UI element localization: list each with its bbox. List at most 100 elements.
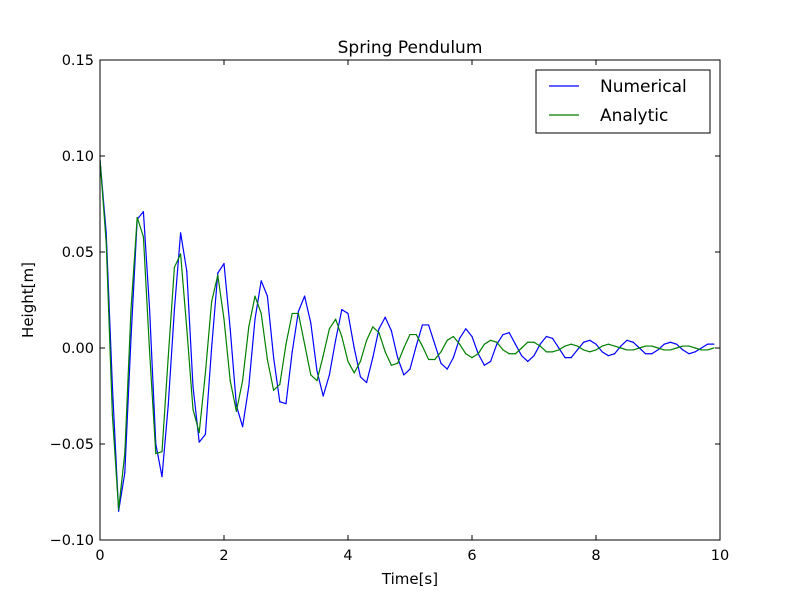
data-point-analytic (446, 339, 448, 341)
legend-label-numerical: Numerical (600, 77, 687, 97)
data-point-analytic (508, 353, 510, 355)
data-point-analytic (490, 339, 492, 341)
data-point-analytic (496, 341, 498, 343)
x-axis-label: Time[s] (381, 570, 438, 588)
data-point-analytic (459, 343, 461, 345)
data-point-analytic (384, 351, 386, 353)
data-point-numerical (242, 426, 244, 428)
data-point-analytic (105, 241, 107, 243)
data-point-numerical (192, 385, 194, 387)
legend: Numerical Analytic (535, 69, 711, 134)
data-point-numerical (142, 211, 144, 213)
series-line-analytic (100, 159, 714, 510)
data-point-analytic (570, 343, 572, 345)
data-point-numerical (676, 343, 678, 345)
data-point-analytic (421, 345, 423, 347)
data-point-analytic (353, 372, 355, 374)
data-point-numerical (366, 381, 368, 384)
data-point-numerical (502, 333, 504, 336)
data-point-numerical (403, 374, 405, 376)
x-tick-label: 2 (219, 548, 228, 564)
data-point-numerical (490, 360, 492, 363)
data-point-analytic (223, 318, 225, 320)
data-point-analytic (142, 236, 144, 238)
data-point-numerical (118, 510, 120, 512)
x-tick-label: 6 (467, 548, 476, 564)
data-point-analytic (242, 380, 244, 382)
data-point-analytic (539, 345, 541, 347)
data-point-numerical (415, 345, 417, 347)
data-point-numerical (260, 280, 262, 282)
data-point-analytic (533, 341, 535, 343)
data-point-analytic (304, 343, 306, 345)
data-point-numerical (558, 347, 560, 349)
data-point-analytic (217, 274, 219, 276)
data-point-numerical (353, 347, 355, 349)
data-point-analytic (285, 343, 287, 345)
data-point-numerical (459, 337, 461, 339)
data-point-analytic (595, 349, 597, 351)
data-point-analytic (638, 347, 641, 349)
data-point-analytic (434, 358, 436, 361)
data-point-numerical (614, 353, 616, 355)
data-point-analytic (700, 349, 703, 351)
series-line-numerical (100, 159, 714, 512)
data-point-numerical (211, 347, 213, 349)
series-analytic (100, 159, 715, 510)
data-point-analytic (173, 266, 175, 268)
data-point-analytic (564, 345, 566, 347)
data-point-numerical (663, 343, 665, 345)
data-point-numerical (149, 309, 151, 311)
data-point-numerical (589, 339, 591, 341)
data-point-analytic (477, 353, 479, 355)
data-point-analytic (372, 326, 374, 328)
data-point-analytic (601, 345, 603, 347)
data-point-numerical (297, 310, 299, 313)
data-point-numerical (173, 309, 175, 311)
data-point-numerical (700, 347, 703, 349)
data-point-analytic (167, 357, 169, 359)
data-point-analytic (390, 364, 392, 366)
data-point-analytic (521, 347, 523, 349)
data-point-numerical (341, 309, 343, 311)
data-point-numerical (545, 335, 548, 338)
data-point-analytic (136, 216, 138, 219)
data-point-numerical (130, 337, 132, 339)
data-point-analytic (310, 374, 312, 376)
data-point-analytic (502, 349, 504, 351)
data-point-numerical (576, 349, 579, 351)
data-point-analytic (576, 345, 579, 347)
x-tick-label: 10 (711, 548, 729, 564)
data-point-numerical (632, 341, 634, 343)
data-point-analytic (198, 431, 200, 434)
data-point-numerical (508, 332, 510, 334)
data-point-numerical (254, 318, 256, 320)
data-point-numerical (527, 360, 529, 363)
data-point-numerical (669, 341, 672, 343)
data-point-numerical (167, 405, 169, 407)
y-tick-label: 0.05 (62, 245, 94, 261)
data-point-analytic (409, 333, 411, 336)
data-point-analytic (558, 349, 560, 351)
data-point-numerical (235, 405, 237, 407)
data-point-analytic (248, 326, 250, 328)
data-point-analytic (211, 301, 213, 303)
data-point-analytic (254, 295, 256, 297)
data-point-analytic (378, 332, 380, 334)
data-point-analytic (266, 358, 268, 361)
data-point-numerical (397, 357, 399, 359)
data-point-analytic (483, 343, 485, 345)
data-point-analytic (452, 335, 454, 338)
data-point-numerical (645, 353, 647, 355)
data-point-numerical (198, 441, 200, 443)
data-point-numerical (707, 343, 709, 345)
data-point-analytic (545, 351, 548, 353)
data-point-analytic (273, 389, 275, 391)
data-point-numerical (204, 433, 206, 435)
data-point-analytic (657, 347, 659, 349)
data-point-analytic (651, 345, 653, 347)
y-tick-label: 0.00 (62, 341, 94, 357)
data-point-numerical (595, 343, 597, 345)
data-point-numerical (372, 357, 374, 359)
